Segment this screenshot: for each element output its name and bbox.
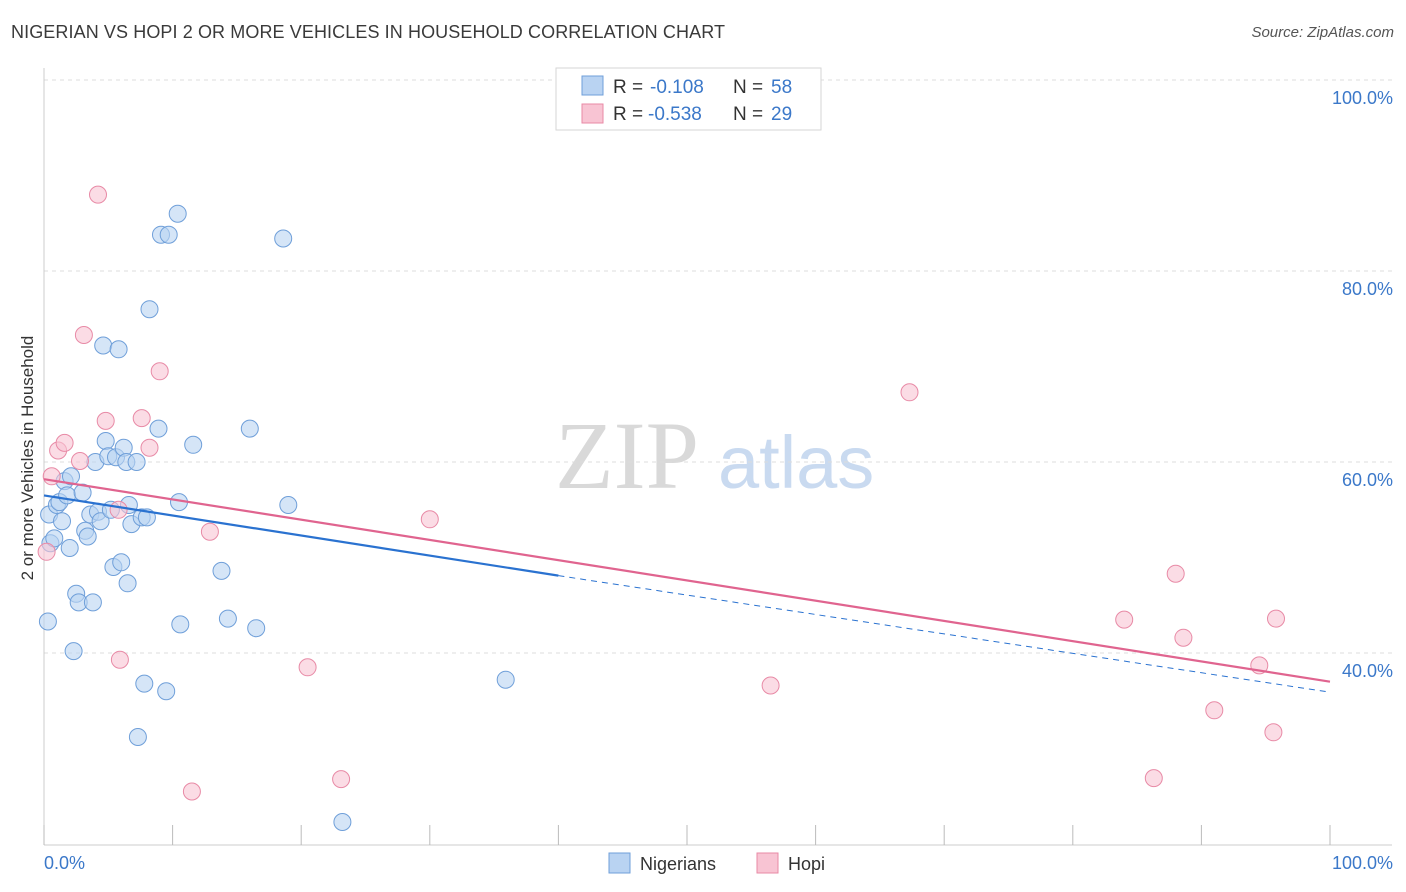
legend-n-label: N = <box>733 77 763 98</box>
legend-r-value: -0.538 <box>648 104 702 125</box>
hopi-point <box>55 433 74 452</box>
nigerians-point <box>60 539 79 557</box>
nigerians-point <box>83 593 102 612</box>
nigerians-point <box>58 486 77 505</box>
watermark: ZIP atlas <box>555 402 874 509</box>
legend-n-label: N = <box>733 104 763 125</box>
legend-r-value: -0.108 <box>650 77 704 98</box>
nigerians-point <box>279 496 298 514</box>
nigerians-point <box>112 553 131 572</box>
nigerians-point <box>184 435 203 454</box>
nigerians-series <box>38 204 515 831</box>
nigerians-point <box>149 419 168 438</box>
nigerians-point <box>127 453 146 471</box>
tick-labels: 100.0% 80.0% 60.0% 40.0% 0.0% 100.0% <box>44 88 1393 873</box>
y-tick-label: 80.0% <box>1342 279 1393 299</box>
bottom-legend-label-hopi: Hopi <box>788 854 825 874</box>
watermark-zip: ZIP <box>555 402 699 509</box>
y-axis-title: 2 or more Vehicles in Household <box>18 336 37 581</box>
bottom-legend-swatch-hopi <box>756 852 779 874</box>
nigerians-point <box>109 340 128 359</box>
hopi-point <box>1174 628 1193 647</box>
hopi-series <box>37 185 1285 801</box>
hopi-point <box>298 658 317 677</box>
legend-r-label: R = <box>613 104 643 125</box>
y-tick-label: 40.0% <box>1342 661 1393 681</box>
nigerians-trend-line <box>43 494 559 577</box>
legend-n-value: 58 <box>771 77 792 98</box>
nigerians-point <box>157 682 176 701</box>
nigerians-point <box>140 300 159 319</box>
hopi-point <box>71 452 89 470</box>
nigerians-point <box>168 204 187 223</box>
nigerians-point <box>333 813 352 831</box>
hopi-point <box>1205 701 1224 720</box>
nigerians-point <box>159 225 178 244</box>
hopi-point <box>110 650 129 669</box>
hopi-point <box>1166 564 1185 583</box>
legend: R = -0.108 N = 58 R = -0.538 N = 29 <box>555 67 822 131</box>
hopi-point <box>132 409 151 428</box>
hopi-point <box>89 185 107 204</box>
hopi-point <box>37 542 56 561</box>
nigerians-point <box>212 561 231 580</box>
y-tick-label: 60.0% <box>1342 470 1393 490</box>
hopi-point <box>332 770 351 789</box>
nigerians-point <box>96 432 115 450</box>
axes <box>43 68 1392 846</box>
legend-n-value: 29 <box>771 104 792 125</box>
hopi-point <box>1144 769 1163 788</box>
grid <box>44 79 1392 654</box>
nigerians-point <box>53 512 71 531</box>
nigerians-point <box>128 728 147 746</box>
nigerians-point <box>91 512 110 531</box>
nigerians-point <box>64 642 83 661</box>
chart-title: NIGERIAN VS HOPI 2 OR MORE VEHICLES IN H… <box>11 22 726 42</box>
hopi-point <box>140 438 159 457</box>
x-tick-label: 100.0% <box>1332 853 1393 873</box>
legend-swatch-hopi <box>581 103 604 124</box>
bottom-legend-label-nigerians: Nigerians <box>640 854 716 874</box>
hopi-point <box>74 326 93 344</box>
hopi-point <box>761 676 780 695</box>
hopi-point <box>420 510 439 529</box>
nigerians-point <box>218 609 237 628</box>
hopi-point <box>96 411 115 430</box>
bottom-legend: Nigerians Hopi <box>608 852 825 874</box>
nigerians-point <box>240 419 259 438</box>
nigerians-point <box>118 574 137 593</box>
hopi-point <box>150 362 169 381</box>
hopi-point <box>900 383 919 402</box>
chart-source: Source: ZipAtlas.com <box>1251 24 1394 41</box>
nigerians-point <box>94 336 113 355</box>
nigerians-point <box>62 467 80 486</box>
legend-swatch-nigerians <box>581 75 604 96</box>
nigerians-point <box>496 670 515 689</box>
hopi-point <box>109 500 128 519</box>
bottom-legend-swatch-nigerians <box>608 852 631 874</box>
y-tick-label: 100.0% <box>1332 88 1393 108</box>
x-tick-label: 0.0% <box>44 853 85 873</box>
hopi-point <box>1267 609 1285 628</box>
nigerians-point <box>78 527 97 546</box>
nigerians-point <box>38 612 57 631</box>
nigerians-point <box>45 529 64 548</box>
hopi-point <box>200 522 219 541</box>
legend-r-label: R = <box>613 77 643 98</box>
hopi-point <box>1264 723 1283 742</box>
nigerians-point <box>171 615 190 634</box>
nigerians-point <box>247 619 266 638</box>
hopi-point <box>1115 610 1134 629</box>
nigerians-point <box>135 674 154 693</box>
hopi-trend-line <box>43 478 1331 683</box>
hopi-point <box>182 782 201 801</box>
nigerians-trend-extension <box>558 575 1331 693</box>
trend-lines <box>43 478 1331 693</box>
nigerians-point <box>274 229 293 248</box>
